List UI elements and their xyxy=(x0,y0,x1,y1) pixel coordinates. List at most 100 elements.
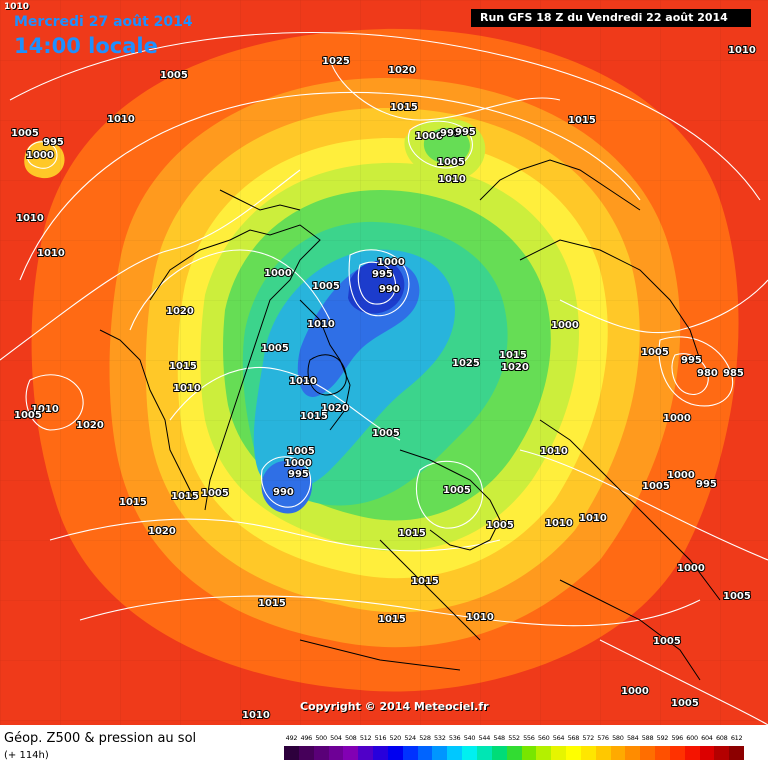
pressure-label: 1020 xyxy=(166,306,194,317)
color-scale-swatch xyxy=(536,746,552,760)
color-scale-swatch xyxy=(298,746,314,760)
color-scale-swatch xyxy=(610,746,626,760)
forecast-local-time: 14:00 locale xyxy=(14,34,158,58)
color-scale-tick: 612 xyxy=(730,734,743,742)
color-scale-tick: 528 xyxy=(419,734,431,742)
color-scale-swatch xyxy=(432,746,448,760)
pressure-label: 1010 xyxy=(16,213,44,224)
color-scale-swatch xyxy=(655,746,670,760)
pressure-label: 995 xyxy=(696,479,717,490)
pressure-label: 1015 xyxy=(411,576,439,587)
color-scale-swatch xyxy=(491,746,507,760)
color-scale-tick: 524 xyxy=(404,734,416,742)
color-scale-tick: 496 xyxy=(300,734,312,742)
color-scale-tick: 536 xyxy=(448,734,461,742)
pressure-label: 1015 xyxy=(390,102,418,113)
pressure-label: 995 xyxy=(372,269,393,280)
pressure-label: 1005 xyxy=(201,488,229,499)
color-scale-tick: 500 xyxy=(315,734,327,742)
pressure-label: 1015 xyxy=(169,361,197,372)
pressure-label: 1005 xyxy=(642,481,670,492)
coastlines xyxy=(99,159,721,681)
pressure-label: 1000 xyxy=(667,470,695,481)
model-run-banner: Run GFS 18 Z du Vendredi 22 août 2014 xyxy=(471,9,751,27)
color-scale-tick: 580 xyxy=(612,734,624,742)
pressure-label: 995 xyxy=(43,137,64,148)
pressure-label: 1000 xyxy=(551,320,579,331)
color-scale-tick: 520 xyxy=(389,734,402,742)
color-scale-tick-labels: 492 496 500 504 508 512 516 520 524 528 532 536 540 5… xyxy=(284,734,744,744)
color-scale-swatch xyxy=(595,746,611,760)
color-scale-swatch xyxy=(551,746,567,760)
color-scale-swatch xyxy=(476,746,492,760)
pressure-label: 1010 xyxy=(307,319,335,330)
color-scale-tick: 544 xyxy=(478,734,491,742)
pressure-label: 1025 xyxy=(322,56,350,67)
pressure-label: 1020 xyxy=(388,65,416,76)
color-scale-tick: 532 xyxy=(434,734,446,742)
color-scale-swatch xyxy=(358,746,374,760)
color-scale-tick: 600 xyxy=(686,734,698,742)
color-scale-swatch xyxy=(729,746,745,760)
pressure-label: 1000 xyxy=(377,257,405,268)
pressure-label: 1005 xyxy=(437,157,465,168)
color-scale-swatch xyxy=(714,746,730,760)
pressure-label: 1005 xyxy=(11,128,39,139)
color-scale-tick: 552 xyxy=(508,734,520,742)
pressure-label: 1010 xyxy=(31,404,59,415)
pressure-label: 1010 xyxy=(728,45,756,56)
color-scale-swatch xyxy=(684,746,700,760)
pressure-label: 995 xyxy=(681,355,702,366)
color-scale-swatch xyxy=(343,746,359,760)
weather-map: 1005 1025 1020 1015 1010 1005 995 1000 1010 1010 1… xyxy=(0,0,768,725)
color-scale-swatch xyxy=(417,746,433,760)
color-scale-tick: 576 xyxy=(597,734,609,742)
color-scale-tick: 548 xyxy=(493,734,505,742)
color-scale-swatch xyxy=(284,746,299,760)
pressure-label: 990 xyxy=(273,487,294,498)
pressure-label: 1000 xyxy=(26,150,54,161)
pressure-label: 1005 xyxy=(486,520,514,531)
pressure-label: 1020 xyxy=(76,420,104,431)
pressure-label: 1015 xyxy=(300,411,328,422)
color-scale-swatch xyxy=(699,746,715,760)
color-scale-tick: 560 xyxy=(537,734,550,742)
color-scale-tick: 556 xyxy=(523,734,535,742)
color-scale-swatch xyxy=(669,746,685,760)
pressure-label: 1015 xyxy=(499,350,527,361)
corner-pressure-value: 1010 xyxy=(4,2,30,12)
pressure-label: 1005 xyxy=(723,591,751,602)
color-scale-swatch xyxy=(640,746,656,760)
pressure-label: 1005 xyxy=(14,410,42,421)
color-scale-tick: 504 xyxy=(330,734,342,742)
pressure-label: 1010 xyxy=(540,446,568,457)
legend-title: Géop. Z500 & pression au sol xyxy=(4,731,197,746)
pressure-label: 995 xyxy=(288,469,309,480)
pressure-label: 1000 xyxy=(663,413,691,424)
color-scale-swatch xyxy=(387,746,403,760)
pressure-label: 1020 xyxy=(501,362,529,373)
pressure-label: 1010 xyxy=(466,612,494,623)
pressure-label: 1015 xyxy=(119,497,147,508)
pressure-label: 1000 xyxy=(284,458,312,469)
pressure-label: 1015 xyxy=(171,491,199,502)
pressure-label: 1010 xyxy=(107,114,135,125)
pressure-label: 1015 xyxy=(378,614,406,625)
color-scale-tick: 492 xyxy=(285,734,298,742)
color-scale-tick: 508 xyxy=(345,734,357,742)
pressure-label: 1000 xyxy=(264,268,292,279)
pressure-label: 1010 xyxy=(242,710,270,721)
pressure-label: 1005 xyxy=(261,343,289,354)
copyright-notice: Copyright © 2014 Meteociel.fr xyxy=(300,700,489,713)
color-scale-swatch xyxy=(580,746,596,760)
pressure-label: 1010 xyxy=(289,376,317,387)
pressure-label: 1015 xyxy=(258,598,286,609)
forecast-date: Mercredi 27 août 2014 xyxy=(14,14,193,30)
pressure-label: 1010 xyxy=(173,383,201,394)
color-scale-swatch xyxy=(506,746,522,760)
color-scale-tick: 516 xyxy=(374,734,387,742)
pressure-label: 1010 xyxy=(545,518,573,529)
pressure-label: 1005 xyxy=(443,485,471,496)
color-scale-swatch xyxy=(328,746,344,760)
pressure-label: 990 xyxy=(379,284,400,295)
